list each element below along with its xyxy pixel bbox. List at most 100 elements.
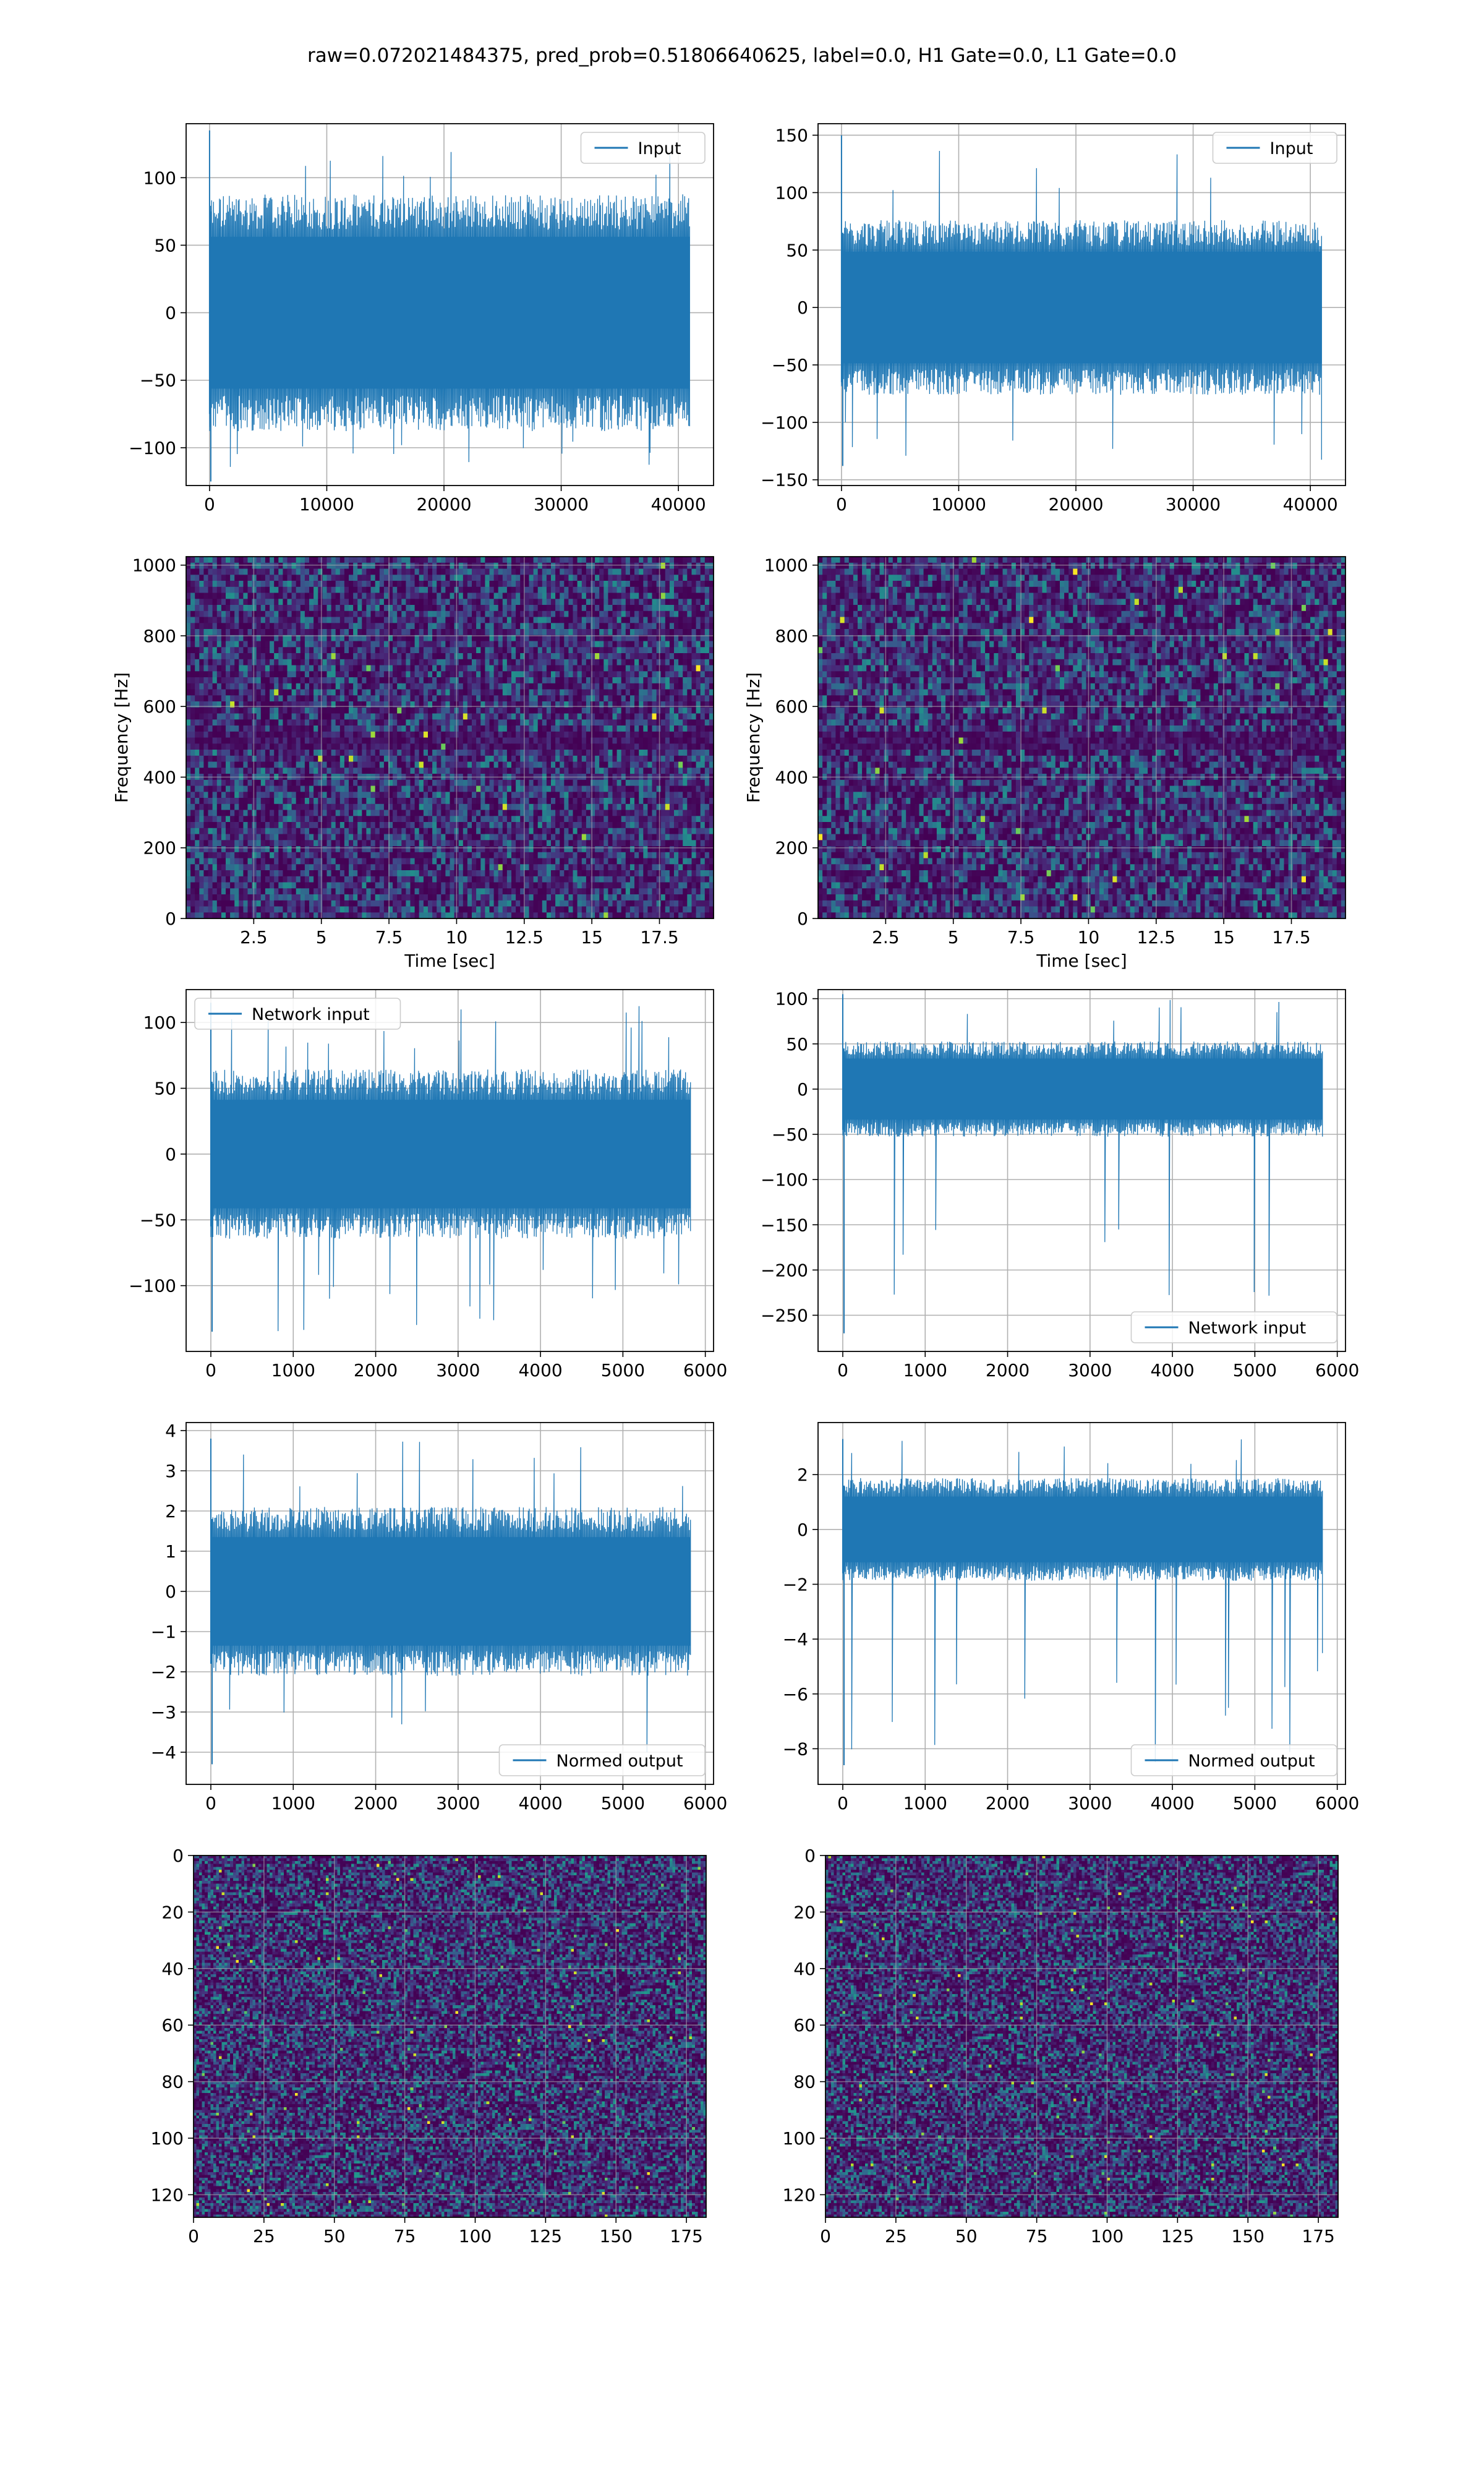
heatmap-cell — [613, 617, 618, 623]
heatmap-cell — [230, 587, 235, 593]
heatmap-cell — [327, 647, 332, 653]
heatmap-cell — [432, 677, 437, 683]
heatmap-cell — [490, 666, 495, 672]
heatmap-cell — [534, 708, 539, 714]
heatmap-cell — [366, 557, 371, 563]
heatmap-cell — [560, 708, 565, 714]
heatmap-cell — [313, 677, 318, 683]
heatmap-cell — [257, 641, 262, 648]
heatmap-cell — [239, 605, 244, 611]
heatmap-cell — [568, 629, 573, 635]
heatmap-cell — [551, 587, 556, 593]
heatmap-cell — [603, 569, 608, 575]
heatmap-cell — [696, 719, 701, 726]
heatmap-cell — [252, 719, 257, 726]
heatmap-cell — [542, 719, 547, 726]
heatmap-cell — [472, 666, 477, 672]
heatmap-cell — [270, 647, 275, 653]
heatmap-cell — [603, 581, 608, 587]
heatmap-cell — [534, 671, 539, 677]
heatmap-cell — [384, 719, 389, 726]
heatmap-cell — [252, 695, 257, 701]
heatmap-cell — [371, 647, 376, 653]
heatmap-cell — [349, 641, 354, 648]
heatmap-cell — [318, 671, 323, 677]
heatmap-cell — [296, 569, 301, 575]
heatmap-cell — [309, 605, 314, 611]
heatmap-cell — [480, 623, 485, 629]
heatmap-cell — [199, 666, 204, 672]
heatmap-cell — [248, 683, 253, 690]
heatmap-cell — [560, 563, 565, 569]
heatmap-cell — [292, 719, 297, 726]
heatmap-cell — [573, 666, 578, 672]
heatmap-cell — [190, 617, 195, 623]
heatmap-cell — [248, 623, 253, 629]
heatmap-cell — [353, 641, 358, 648]
heatmap-cell — [459, 647, 464, 653]
heatmap-cell — [274, 617, 279, 623]
heatmap-cell — [494, 611, 499, 617]
heatmap-cell — [208, 599, 213, 605]
heatmap-cell — [538, 629, 543, 635]
heatmap-cell — [234, 647, 239, 653]
heatmap-cell — [437, 708, 441, 714]
heatmap-cell — [331, 690, 336, 696]
heatmap-cell — [428, 659, 433, 666]
heatmap-cell — [661, 569, 666, 575]
heatmap-cell — [586, 647, 591, 653]
heatmap-cell — [252, 653, 257, 659]
heatmap-cell — [428, 683, 433, 690]
heatmap-cell — [608, 557, 613, 563]
heatmap-cell — [463, 677, 468, 683]
heatmap-cell — [397, 719, 402, 726]
heatmap-cell — [327, 690, 332, 696]
heatmap-cell — [603, 708, 608, 714]
heatmap-cell — [248, 629, 253, 635]
heatmap-cell — [248, 593, 253, 599]
heatmap-cell — [560, 569, 565, 575]
heatmap-cell — [524, 611, 529, 617]
heatmap-cell — [630, 671, 635, 677]
heatmap-cell — [485, 683, 490, 690]
heatmap-cell — [305, 557, 310, 563]
heatmap-cell — [301, 653, 305, 659]
heatmap-cell — [261, 695, 266, 701]
heatmap-cell — [459, 563, 464, 569]
heatmap-cell — [634, 708, 639, 714]
heatmap-cell — [591, 708, 595, 714]
heatmap-cell — [476, 569, 481, 575]
heatmap-cell — [357, 726, 362, 732]
heatmap-cell — [547, 563, 552, 569]
heatmap-cell — [547, 593, 552, 599]
heatmap-cell — [634, 695, 639, 701]
heatmap-cell — [375, 605, 380, 611]
heatmap-cell — [701, 683, 706, 690]
heatmap-cell — [674, 557, 679, 563]
heatmap-cell — [652, 557, 657, 563]
heatmap-cell — [428, 690, 433, 696]
heatmap-cell — [551, 581, 556, 587]
heatmap-cell — [634, 653, 639, 659]
heatmap-cell — [578, 575, 582, 581]
heatmap-cell — [463, 599, 468, 605]
heatmap-cell — [472, 563, 477, 569]
heatmap-cell — [375, 563, 380, 569]
heatmap-cell — [657, 587, 662, 593]
heatmap-cell — [195, 714, 200, 720]
heatmap-cell — [555, 563, 560, 569]
heatmap-cell — [538, 666, 543, 672]
heatmap-cell — [283, 605, 288, 611]
heatmap-cell — [480, 659, 485, 666]
heatmap-cell — [643, 666, 648, 672]
heatmap-cell — [608, 611, 613, 617]
heatmap-cell — [353, 659, 358, 666]
heatmap-cell — [534, 719, 539, 726]
heatmap-cell — [459, 659, 464, 666]
heatmap-cell — [516, 617, 521, 623]
heatmap-cell — [411, 599, 416, 605]
heatmap-cell — [278, 726, 283, 732]
heatmap-cell — [190, 714, 195, 720]
heatmap-cell — [357, 605, 362, 611]
heatmap-cell — [485, 726, 490, 732]
